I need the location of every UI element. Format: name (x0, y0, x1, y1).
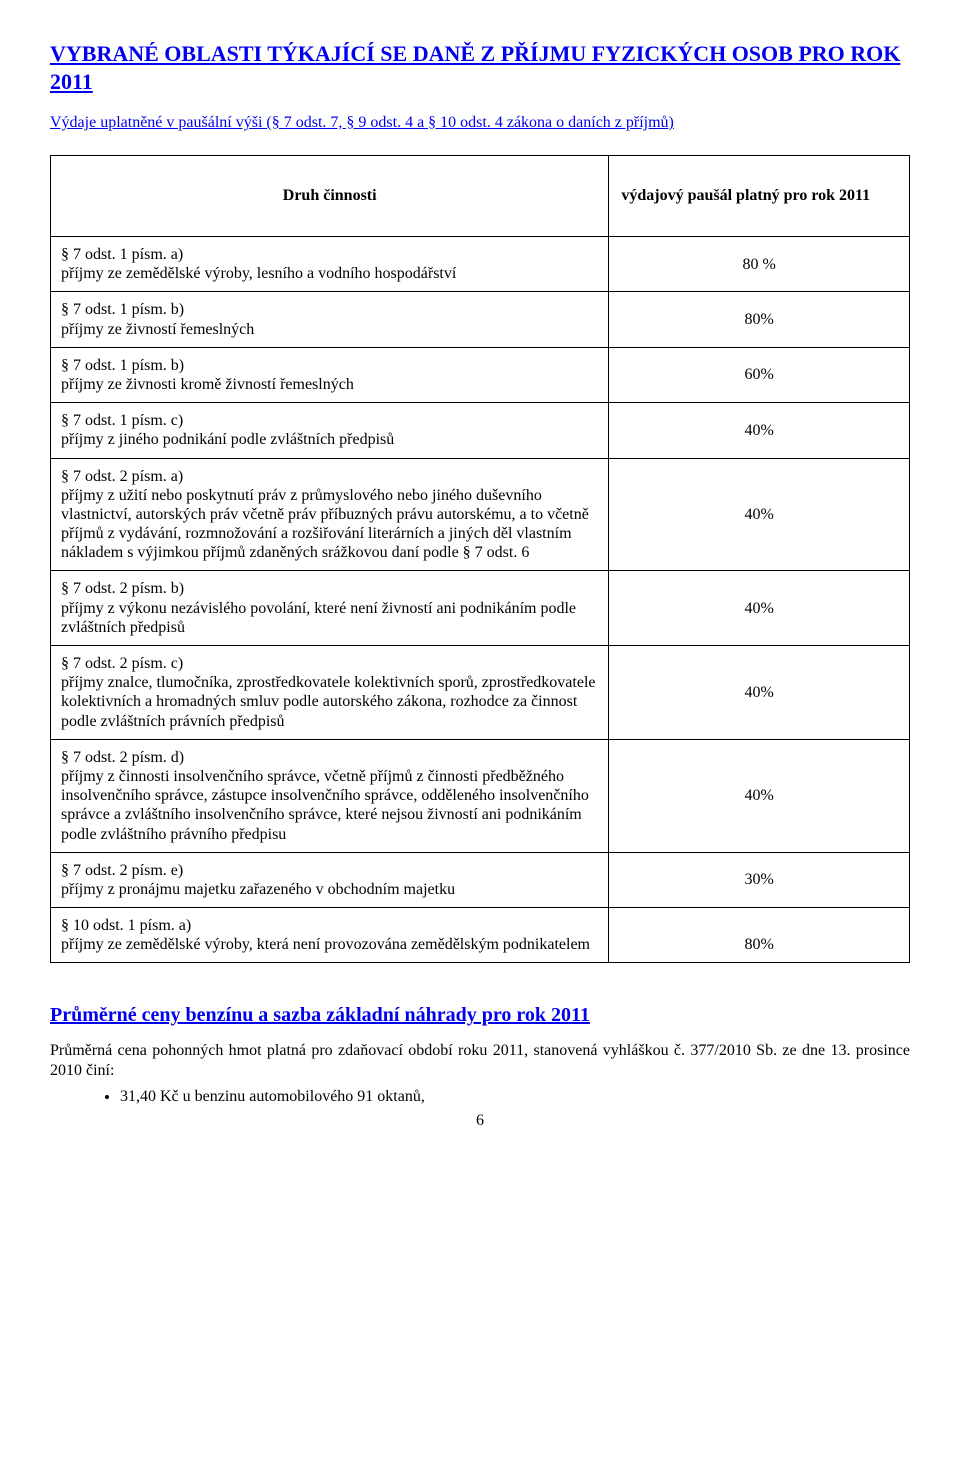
table-row: § 7 odst. 2 písm. e) příjmy z pronájmu m… (51, 852, 910, 907)
row-body: příjmy ze zemědělské výroby, lesního a v… (61, 264, 598, 283)
row-rate: 40% (609, 646, 910, 740)
row-body: příjmy ze zemědělské výroby, která není … (61, 935, 598, 954)
row-rate: 40% (609, 571, 910, 646)
table-row: § 7 odst. 1 písm. b) příjmy ze živností … (51, 292, 910, 347)
row-body: příjmy z jiného podnikání podle zvláštní… (61, 430, 598, 449)
table-header-row: Druh činnosti výdajový paušál platný pro… (51, 156, 910, 237)
row-body: příjmy z pronájmu majetku zařazeného v o… (61, 880, 598, 899)
row-body: příjmy z činnosti insolvenčního správce,… (61, 767, 598, 844)
table-row: § 10 odst. 1 písm. a) příjmy ze zeměděls… (51, 908, 910, 963)
row-heading: § 7 odst. 2 písm. d) (61, 748, 598, 767)
row-heading: § 7 odst. 2 písm. e) (61, 861, 598, 880)
row-heading: § 10 odst. 1 písm. a) (61, 916, 598, 935)
row-heading: § 7 odst. 1 písm. c) (61, 411, 598, 430)
row-rate: 80% (609, 292, 910, 347)
row-body: příjmy ze živnosti kromě živností řemesl… (61, 375, 598, 394)
row-body: příjmy z výkonu nezávislého povolání, kt… (61, 599, 598, 637)
row-rate: 60% (609, 347, 910, 402)
list-item: 31,40 Kč u benzinu automobilového 91 okt… (120, 1087, 910, 1106)
row-rate: 40% (609, 458, 910, 571)
row-body: příjmy ze živností řemeslných (61, 320, 598, 339)
row-heading: § 7 odst. 1 písm. b) (61, 300, 598, 319)
row-rate: 30% (609, 852, 910, 907)
row-heading: § 7 odst. 2 písm. a) (61, 467, 598, 486)
table-row: § 7 odst. 2 písm. b) příjmy z výkonu nez… (51, 571, 910, 646)
table-row: § 7 odst. 1 písm. a) příjmy ze zemědělsk… (51, 237, 910, 292)
row-heading: § 7 odst. 1 písm. b) (61, 356, 598, 375)
table-row: § 7 odst. 1 písm. b) příjmy ze živnosti … (51, 347, 910, 402)
row-rate: 80 % (609, 237, 910, 292)
page-title: VYBRANÉ OBLASTI TÝKAJÍCÍ SE DANĚ Z PŘÍJM… (50, 40, 910, 95)
table-row: § 7 odst. 2 písm. c) příjmy znalce, tlum… (51, 646, 910, 740)
row-heading: § 7 odst. 2 písm. c) (61, 654, 598, 673)
section2-paragraph: Průměrná cena pohonných hmot platná pro … (50, 1041, 910, 1081)
section2-heading: Průměrné ceny benzínu a sazba základní n… (50, 1003, 910, 1027)
header-rate: výdajový paušál platný pro rok 2011 (609, 156, 910, 237)
table-row: § 7 odst. 1 písm. c) příjmy z jiného pod… (51, 403, 910, 458)
pausal-table: Druh činnosti výdajový paušál platný pro… (50, 155, 910, 963)
row-body: příjmy znalce, tlumočníka, zprostředkova… (61, 673, 598, 731)
table-row: § 7 odst. 2 písm. d) příjmy z činnosti i… (51, 739, 910, 852)
row-rate: 40% (609, 403, 910, 458)
row-rate: 80% (609, 908, 910, 963)
table-row: § 7 odst. 2 písm. a) příjmy z užití nebo… (51, 458, 910, 571)
row-heading: § 7 odst. 2 písm. b) (61, 579, 598, 598)
section-subtitle: Výdaje uplatněné v paušální výši (§ 7 od… (50, 113, 910, 133)
page-number: 6 (50, 1111, 910, 1130)
row-heading: § 7 odst. 1 písm. a) (61, 245, 598, 264)
row-rate: 40% (609, 739, 910, 852)
row-body: příjmy z užití nebo poskytnutí práv z pr… (61, 486, 598, 563)
fuel-price-list: 31,40 Kč u benzinu automobilového 91 okt… (120, 1087, 910, 1106)
header-activity: Druh činnosti (51, 156, 609, 237)
